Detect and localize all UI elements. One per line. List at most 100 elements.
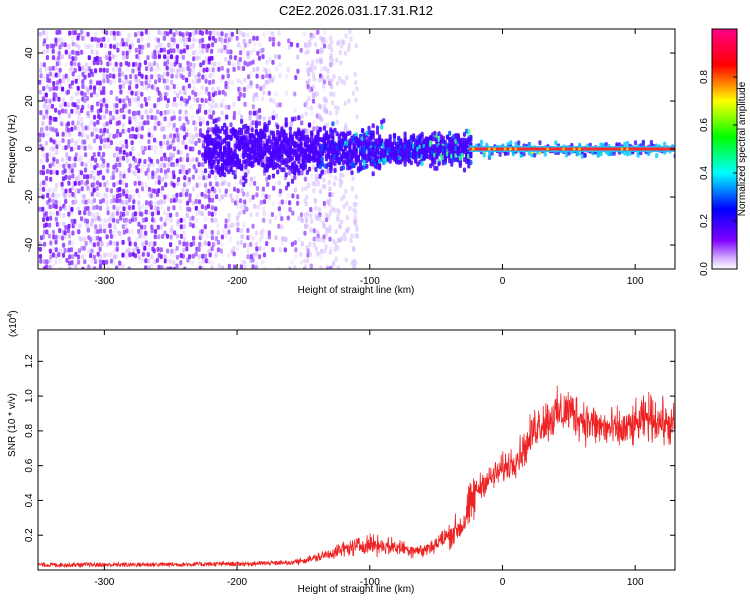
spectrogram-cell [201, 116, 205, 122]
spectrogram-cell [272, 98, 276, 104]
spectrogram-cell [299, 47, 303, 53]
spectrogram-cell [87, 122, 91, 128]
spectrogram-cell [327, 44, 331, 50]
spectrogram-cell [169, 43, 173, 49]
spectrogram-cell [301, 186, 305, 192]
spectrogram-cell [305, 99, 309, 105]
spectrogram-cell [80, 132, 84, 138]
spectrogram-cell [41, 126, 45, 132]
spectrogram-cell [76, 50, 80, 56]
spectrogram-cell [207, 67, 211, 73]
spectrogram-cell [236, 78, 240, 84]
spectrogram-cell [482, 152, 486, 158]
spectrogram-cell [159, 216, 163, 222]
spectrogram-cell [154, 145, 158, 151]
spectrogram-cell [162, 78, 166, 84]
spectrogram-cell [102, 86, 106, 92]
spectrogram-cell [276, 124, 280, 130]
spectrogram-cell [355, 227, 359, 233]
spectrogram-cell [200, 97, 204, 103]
spectrogram-cell [190, 115, 195, 121]
spectrogram-cell [153, 67, 157, 73]
spectrogram-cell [315, 58, 319, 64]
spectrogram-cell [353, 72, 357, 77]
spectrogram-cell [178, 132, 182, 138]
spectrogram-cell [89, 206, 93, 212]
spectrogram-cell [138, 121, 142, 127]
spectrogram-cell [169, 234, 173, 240]
spectrogram-cell [124, 139, 128, 145]
spectrogram-cell [172, 170, 176, 176]
spectrogram-cell [207, 43, 211, 49]
spectrogram-cell [303, 31, 307, 37]
spectrogram-cell [280, 216, 284, 222]
spectrogram-cell [243, 264, 247, 269]
spectrogram-cell [342, 204, 346, 209]
spectrogram-cell [261, 234, 265, 240]
spectrogram-cell [106, 205, 110, 211]
spectrogram-cell [239, 240, 243, 245]
spectrogram-cell [66, 102, 70, 108]
spectrogram-cell [604, 142, 608, 147]
spectrogram-cell [71, 223, 75, 229]
spectrogram-cell [311, 164, 316, 170]
spectrogram-cell [204, 205, 208, 211]
spectrogram-cell [80, 186, 84, 192]
spectrogram-cell [310, 219, 314, 224]
spectrogram-cell [246, 169, 250, 174]
spectrogram-cell [106, 143, 110, 149]
spectrogram-cell [61, 131, 65, 137]
spectrogram-cell [90, 43, 94, 49]
spectrogram-cell [235, 204, 240, 210]
spectrogram-peak [509, 147, 512, 151]
spectrogram-cell [80, 144, 84, 150]
spectrogram-cell [71, 173, 75, 179]
spectrogram-cell [45, 204, 49, 210]
spectrogram-cell [175, 192, 179, 198]
spectrogram-cell [255, 186, 259, 191]
spectrogram-cell [43, 38, 47, 44]
spectrogram-cell [127, 89, 131, 95]
spectrogram-cell [133, 211, 138, 217]
spectrogram-cell [259, 86, 263, 91]
spectrogram-cell [86, 174, 90, 180]
spectrogram-cell [187, 95, 191, 101]
spectrogram-cell [125, 189, 129, 194]
spectrogram-cell [316, 29, 320, 35]
spectrogram-cell [189, 104, 193, 110]
spectrogram-cell [137, 110, 141, 116]
spectrogram-cell [57, 252, 61, 258]
spectrogram-cell [141, 251, 145, 257]
spectrogram-cell [52, 211, 56, 217]
spectrogram-cell [150, 254, 154, 260]
spectrogram-cell [77, 80, 81, 86]
spectrogram-cell [98, 246, 102, 252]
spectrogram-cell [182, 85, 186, 91]
spectrogram-cell [131, 146, 135, 152]
spectrogram-cell [127, 109, 132, 115]
spectrogram-cell [230, 80, 234, 86]
spectrogram-cell [115, 146, 119, 152]
spectrogram-cell [170, 225, 174, 230]
spectrogram-cell [45, 175, 49, 181]
spectrogram-cell [200, 211, 204, 217]
spectrogram-cell [229, 166, 233, 172]
spectrogram-cell [138, 71, 142, 77]
spectrogram-cell [321, 238, 326, 244]
spectrogram-cell [99, 128, 103, 134]
spectrogram-cell [112, 133, 116, 139]
spectrogram-cell [124, 74, 128, 80]
spectrogram-cell [305, 129, 309, 135]
spectrogram-cell [307, 78, 311, 84]
spectrogram-cell [125, 228, 129, 234]
spectrogram-cell [81, 104, 85, 110]
spectrogram-cell [259, 199, 263, 205]
spectrogram-cell [45, 152, 49, 158]
spectrogram-cell [278, 102, 282, 108]
spectrogram-cell [172, 260, 176, 266]
spectrogram-cell [160, 42, 164, 48]
spectrogram-cell [136, 38, 140, 44]
spectrogram-cell [105, 30, 109, 36]
spectrogram-cell [124, 223, 128, 229]
spectrogram-cell [140, 145, 144, 151]
